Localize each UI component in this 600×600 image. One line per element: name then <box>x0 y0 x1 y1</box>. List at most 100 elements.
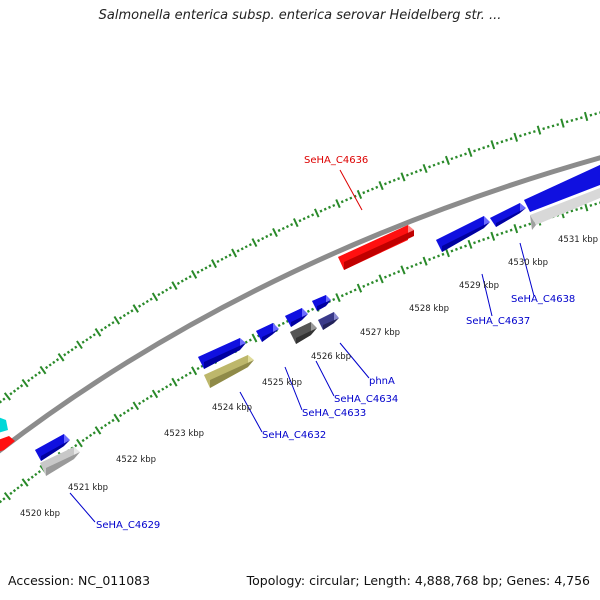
gene-seha-c4634-feature[interactable] <box>318 312 339 330</box>
inner-tick <box>575 208 579 212</box>
feature-cyan-partial[interactable] <box>0 417 8 433</box>
gene-seha-c4632-feature[interactable] <box>204 355 254 388</box>
inner-tick <box>76 438 83 448</box>
inner-tick <box>85 436 89 440</box>
inner-tick <box>311 307 315 311</box>
gene-label-phna[interactable]: phnA <box>369 376 395 387</box>
gene-blue-4521[interactable] <box>35 434 70 461</box>
inner-tick <box>332 297 336 302</box>
inner-tick <box>132 401 140 411</box>
inner-tick <box>419 261 423 265</box>
outer-tick <box>141 302 146 306</box>
outer-tick <box>48 363 52 367</box>
inner-tick <box>441 252 445 256</box>
outer-tick <box>583 111 589 122</box>
gene-label-seha-c4636[interactable]: SeHA_C4636 <box>304 155 368 166</box>
outer-tick <box>285 224 289 229</box>
outer-tick <box>171 281 178 290</box>
outer-tick <box>397 177 401 181</box>
scale-label-4526: 4526 kbp <box>311 352 351 362</box>
gene-blue-4529[interactable] <box>436 216 490 252</box>
outer-tick <box>57 353 65 362</box>
outer-tick <box>111 321 115 325</box>
outer-tick <box>422 163 428 174</box>
outer-tick <box>560 118 565 128</box>
inner-tick <box>400 265 406 275</box>
gene-label-seha-c4634[interactable]: SeHA_C4634 <box>334 394 398 405</box>
inner-tick <box>437 254 440 258</box>
outer-tick <box>269 232 273 237</box>
outer-tick <box>486 144 490 148</box>
outer-tick <box>353 194 357 198</box>
outer-tick <box>340 200 344 204</box>
outer-tick <box>565 120 569 124</box>
gene-blue-4530[interactable] <box>490 203 526 227</box>
inner-tick <box>306 309 310 313</box>
gene-label-seha-c4637[interactable]: SeHA_C4637 <box>466 316 530 327</box>
inner-tick <box>9 491 13 495</box>
inner-tick <box>0 500 3 504</box>
inner-tick <box>16 486 20 490</box>
genome-summary-text: Topology: circular; Length: 4,888,768 bp… <box>246 573 590 588</box>
outer-tick <box>236 249 240 253</box>
outer-tick <box>523 132 527 136</box>
outer-tick <box>157 293 161 297</box>
scale-label-4528: 4528 kbp <box>409 304 449 314</box>
feature-red-partial[interactable] <box>0 436 15 452</box>
outer-tick <box>107 323 111 327</box>
inner-tick <box>410 264 414 268</box>
gene-label-seha-c4629[interactable]: SeHA_C4629 <box>96 520 160 531</box>
gene-seha-c4629-feature[interactable] <box>40 447 80 476</box>
outer-tick <box>30 376 34 380</box>
inner-tick <box>113 413 121 423</box>
inner-tick <box>490 231 496 241</box>
inner-tick <box>366 282 370 286</box>
gene-seha-c4636[interactable] <box>338 225 414 270</box>
inner-tick <box>126 409 130 413</box>
outer-tick <box>345 198 349 202</box>
inner-tick <box>513 223 519 234</box>
outer-tick <box>165 288 169 292</box>
outer-tick <box>208 264 212 268</box>
outer-tick <box>151 292 159 302</box>
outer-tick <box>0 400 3 404</box>
outer-tick <box>495 141 499 145</box>
inner-tick <box>340 294 344 298</box>
scale-label-4529: 4529 kbp <box>459 281 499 291</box>
gene-blue-4531[interactable] <box>524 165 600 212</box>
inner-tick <box>397 270 401 274</box>
outer-tick <box>306 215 310 219</box>
gene-gray-4531[interactable] <box>530 188 600 230</box>
outer-tick <box>200 268 204 272</box>
outer-tick <box>464 152 467 156</box>
outer-tick <box>459 154 463 158</box>
scale-label-4531: 4531 kbp <box>558 235 598 245</box>
scale-label-4521: 4521 kbp <box>68 483 108 493</box>
inner-tick <box>200 364 204 368</box>
gene-label-seha-c4633[interactable]: SeHA_C4633 <box>302 408 366 419</box>
gene-label-seha-c4638[interactable]: SeHA_C4638 <box>511 294 575 305</box>
outer-tick <box>536 125 542 135</box>
outer-tick <box>528 131 532 135</box>
outer-tick <box>428 165 432 169</box>
gene-label-seha-c4632[interactable]: SeHA_C4632 <box>262 430 326 441</box>
inner-tick <box>130 406 134 410</box>
outer-tick <box>27 378 31 383</box>
inner-tick <box>477 239 481 243</box>
gene-seha-c4633-feature[interactable] <box>290 322 317 344</box>
gene-blue-4524[interactable] <box>198 338 246 369</box>
gene-blue-4526a[interactable] <box>285 308 308 327</box>
outer-tick <box>145 299 149 304</box>
gene-blue-4526b[interactable] <box>312 295 331 311</box>
outer-tick <box>85 338 89 342</box>
scale-label-4527: 4527 kbp <box>360 328 400 338</box>
accession-text: Accession: NC_011083 <box>8 573 151 588</box>
outer-tick <box>437 162 440 166</box>
gene-blue-4525[interactable] <box>256 323 279 342</box>
outer-tick <box>450 157 454 161</box>
inner-tick <box>34 472 38 477</box>
inner-tick <box>375 279 379 283</box>
outer-tick <box>405 173 409 177</box>
